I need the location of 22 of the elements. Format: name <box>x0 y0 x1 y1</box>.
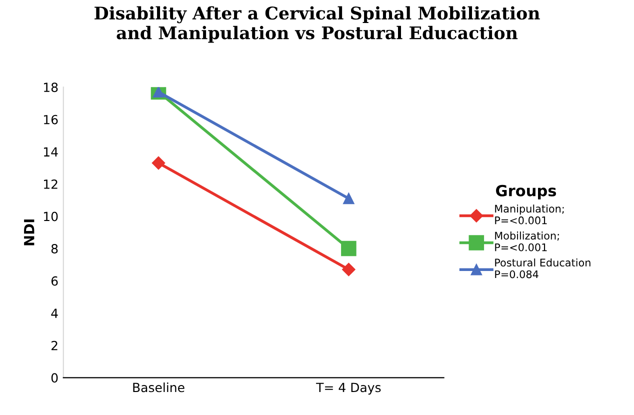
legend-title: Groups <box>496 184 556 200</box>
y-tick-label: 6 <box>51 276 58 286</box>
point <box>342 262 356 276</box>
x-tick-label: Baseline <box>133 382 184 392</box>
y-tick-label: 10 <box>44 212 58 222</box>
legend-label: Mobilization; P=<0.001 <box>495 232 559 252</box>
y-tick-label: 18 <box>44 82 58 92</box>
y-tick-label: 14 <box>44 147 58 156</box>
legend-label: Manipulation; P=<0.001 <box>495 204 564 224</box>
y-axis-title: NDI <box>24 220 34 246</box>
y-tick-label: 12 <box>44 179 58 189</box>
legend-label: Postural Education P=0.084 <box>495 258 590 278</box>
y-tick-label: 8 <box>51 244 58 254</box>
x-tick-label: T= 4 Days <box>316 382 381 395</box>
y-tick-label: 0 <box>51 373 58 383</box>
point <box>341 240 356 256</box>
y-tick-label: 16 <box>44 114 58 124</box>
y-tick-label: 4 <box>51 308 58 318</box>
chart-title: Disability After a Cervical Spinal Mobilization and Manipulation vs Postural Educaction <box>94 6 540 43</box>
point <box>152 156 166 170</box>
point <box>343 192 354 204</box>
y-tick-label: 2 <box>52 340 58 350</box>
